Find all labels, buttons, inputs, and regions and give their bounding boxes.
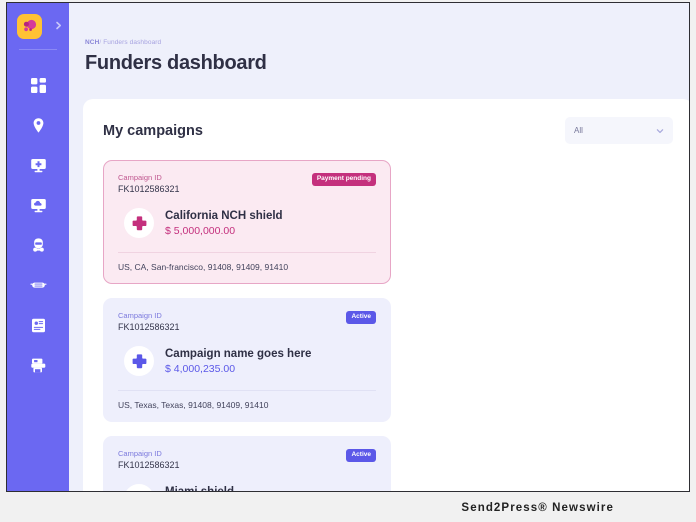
campaign-name: California NCH shield xyxy=(165,209,283,222)
breadcrumb: NCH/ Funders dashboard xyxy=(85,39,689,46)
campaign-card-header: Campaign ID FK1012586321 Payment pending xyxy=(118,173,376,194)
sidebar-item-locations[interactable] xyxy=(7,105,69,145)
sidebar xyxy=(7,3,69,491)
status-badge: Payment pending xyxy=(311,173,376,186)
status-badge: Active xyxy=(346,311,376,324)
campaign-id-label: Campaign ID xyxy=(118,311,162,320)
campaign-id-label: Campaign ID xyxy=(118,449,162,458)
campaign-icon-wrap xyxy=(124,346,154,376)
sidebar-item-respirator[interactable] xyxy=(7,225,69,265)
app-logo-blob-icon xyxy=(23,19,37,31)
page-title: Funders dashboard xyxy=(85,52,267,74)
campaign-card-divider xyxy=(118,390,376,391)
campaign-info: Miami shield $ 20,972.00 xyxy=(165,486,234,492)
campaign-id-block: Campaign ID FK1012586321 xyxy=(118,449,180,470)
campaign-id-value: FK1012586321 xyxy=(118,322,180,332)
first-aid-monitor-icon xyxy=(30,158,46,172)
campaign-card-header: Campaign ID FK1012586321 Active xyxy=(118,449,376,470)
page-header: NCH/ Funders dashboard Funders dashboard xyxy=(69,3,689,75)
breadcrumb-current: Funders dashboard xyxy=(103,39,162,46)
campaigns-panel-header: My campaigns All xyxy=(103,117,673,144)
campaign-id-block: Campaign ID FK1012586321 xyxy=(118,173,180,194)
sidebar-item-archive[interactable] xyxy=(7,345,69,385)
breadcrumb-separator: / xyxy=(99,39,102,46)
face-mask-icon xyxy=(29,282,47,288)
campaign-location: US, Texas, Texas, 91408, 91409, 91410 xyxy=(118,400,269,410)
campaign-id-block: Campaign ID FK1012586321 xyxy=(118,311,180,332)
campaign-name: Miami shield xyxy=(165,486,234,492)
sidebar-item-face-mask[interactable] xyxy=(7,265,69,305)
sidebar-nav-list xyxy=(7,65,69,385)
sidebar-item-cloud-monitor[interactable] xyxy=(7,185,69,225)
campaign-icon-wrap xyxy=(124,208,154,238)
main-content: NCH/ Funders dashboard Funders dashboard… xyxy=(69,3,689,491)
campaign-icon-wrap xyxy=(124,484,154,491)
campaign-card[interactable]: Campaign ID FK1012586321 Active xyxy=(103,298,391,422)
sidebar-header xyxy=(7,3,69,49)
location-pin-icon xyxy=(33,117,43,133)
sidebar-item-dashboard[interactable] xyxy=(7,65,69,105)
campaign-amount: $ 5,000,000.00 xyxy=(165,224,236,237)
archive-box-icon xyxy=(30,358,45,372)
footer-bar: Send2Press® Newswire xyxy=(0,493,696,522)
sidebar-divider xyxy=(19,49,57,50)
campaigns-panel: My campaigns All Campaign ID xyxy=(83,99,689,491)
campaign-info: Campaign name goes here $ 4,000,235.00 xyxy=(165,348,311,375)
campaign-card-header: Campaign ID FK1012586321 Active xyxy=(118,311,376,332)
sidebar-item-health-monitor[interactable] xyxy=(7,145,69,185)
respirator-mask-icon xyxy=(32,237,44,252)
campaign-id-label: Campaign ID xyxy=(118,173,162,182)
medical-cross-icon xyxy=(132,215,146,230)
campaign-filter-value: All xyxy=(574,126,583,135)
campaign-card[interactable]: Campaign ID FK1012586321 Active xyxy=(103,436,391,491)
campaign-amount: $ 4,000,235.00 xyxy=(165,362,236,375)
status-badge: Active xyxy=(346,449,376,462)
cloud-monitor-icon xyxy=(30,198,46,212)
app-logo[interactable] xyxy=(17,13,42,39)
medical-cross-icon xyxy=(132,353,146,368)
chevron-down-icon xyxy=(656,128,664,133)
campaign-card[interactable]: Campaign ID FK1012586321 Payment pending xyxy=(103,160,391,284)
breadcrumb-root[interactable]: NCH xyxy=(85,39,100,46)
campaign-location: US, CA, San-francisco, 91408, 91409, 914… xyxy=(118,262,289,272)
campaign-info: California NCH shield $ 5,000,000.00 xyxy=(165,210,283,237)
campaign-cards-grid: Campaign ID FK1012586321 Payment pending xyxy=(103,160,673,491)
campaign-id-value: FK1012586321 xyxy=(118,460,180,470)
sidebar-collapse-button[interactable] xyxy=(52,19,64,31)
campaign-card-body: Miami shield $ 20,972.00 xyxy=(118,470,376,491)
campaign-name: Campaign name goes here xyxy=(165,347,312,360)
report-document-icon xyxy=(31,318,45,332)
sidebar-item-reports[interactable] xyxy=(7,305,69,345)
medical-cross-icon xyxy=(131,491,148,492)
campaign-card-body: California NCH shield $ 5,000,000.00 xyxy=(118,194,376,252)
dashboard-grid-icon xyxy=(30,77,46,93)
campaign-card-body: Campaign name goes here $ 4,000,235.00 xyxy=(118,332,376,390)
footer-credit: Send2Press® Newswire xyxy=(461,501,614,514)
app-window: NCH/ Funders dashboard Funders dashboard… xyxy=(6,2,690,492)
section-title: My campaigns xyxy=(103,122,203,139)
campaign-card-divider xyxy=(118,252,376,253)
campaign-filter-select[interactable]: All xyxy=(565,117,673,144)
campaign-id-value: FK1012586321 xyxy=(118,184,180,194)
chevron-right-icon xyxy=(55,21,61,29)
